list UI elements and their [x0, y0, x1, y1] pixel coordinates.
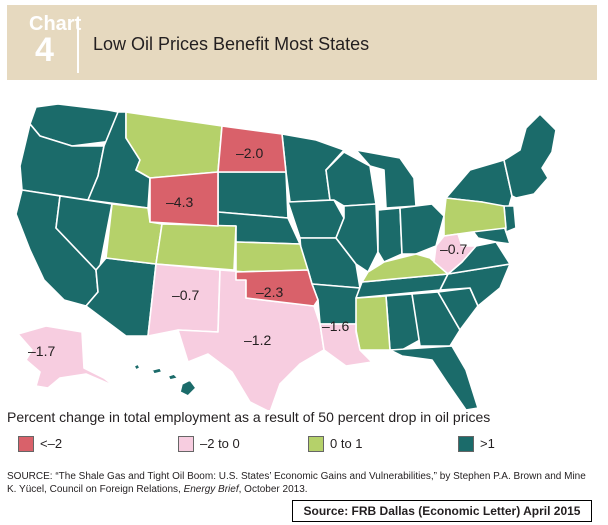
chart-title: Low Oil Prices Benefit Most States — [93, 34, 370, 54]
state-mi — [355, 149, 417, 209]
legend-title: Percent change in total employment as a … — [7, 409, 491, 425]
legend-swatch — [178, 436, 194, 452]
label-wy: –4.3 — [166, 194, 193, 210]
state-sd — [217, 171, 289, 219]
state-wy — [149, 171, 219, 227]
state-mt — [125, 111, 223, 179]
us-map: –4.3 –2.0 –2.3 –0.7 –1.2 –1.6 –1.7 –0.7 — [0, 80, 608, 410]
source-italic: Energy Brief — [183, 484, 239, 495]
source-note: SOURCE: “The Shale Gas and Tight Oil Boo… — [7, 470, 597, 496]
state-la — [319, 323, 373, 367]
state-ak — [17, 325, 115, 389]
state-az — [85, 257, 157, 337]
label-ak: –1.7 — [28, 343, 55, 359]
legend-swatch — [308, 436, 324, 452]
state-in — [377, 207, 403, 263]
chart-number: 4 — [35, 31, 54, 69]
state-hi — [133, 363, 197, 397]
state-nd — [217, 125, 287, 173]
source-prefix: SOURCE: “The Shale Gas and Tight Oil Boo… — [7, 471, 586, 495]
legend-swatch — [18, 436, 34, 452]
label-wv: –0.7 — [440, 241, 467, 257]
chart-header: Chart 4 Low Oil Prices Benefit Most Stat… — [7, 5, 597, 80]
state-wv — [433, 233, 477, 275]
state-il — [335, 203, 379, 273]
label-nd: –2.0 — [236, 145, 263, 161]
state-ia — [287, 199, 345, 239]
state-fl — [389, 345, 479, 410]
state-ky — [361, 253, 449, 283]
label-ok: –2.3 — [256, 284, 283, 300]
state-ms — [355, 295, 391, 351]
state-co — [155, 223, 237, 271]
legend-label: >1 — [480, 436, 495, 451]
label-nm: –0.7 — [172, 287, 199, 303]
legend-label: –2 to 0 — [200, 436, 240, 451]
legend-label: 0 to 1 — [330, 436, 363, 451]
state-new-england — [503, 113, 557, 199]
state-ks — [235, 241, 309, 273]
label-tx: –1.2 — [244, 332, 271, 348]
chart-word: Chart — [29, 13, 82, 35]
state-ok — [235, 269, 319, 307]
credit-box: Source: FRB Dallas (Economic Letter) Apr… — [292, 500, 592, 522]
source-suffix: , October 2013. — [238, 484, 308, 495]
label-la: –1.6 — [322, 318, 349, 334]
legend-swatch — [458, 436, 474, 452]
state-ga — [411, 291, 461, 347]
legend-label: <–2 — [40, 436, 63, 451]
header-divider — [77, 17, 79, 73]
